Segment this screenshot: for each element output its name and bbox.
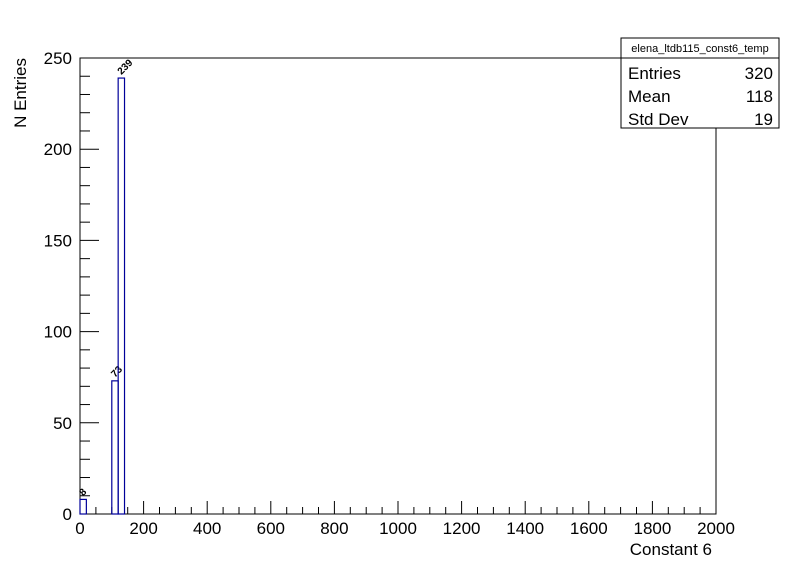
- stats-title: elena_ltdb115_const6_temp: [631, 43, 768, 55]
- x-tick-label: 800: [320, 519, 348, 538]
- stats-value: 19: [754, 110, 773, 129]
- y-tick-label: 150: [44, 231, 72, 250]
- x-tick-label: 1200: [443, 519, 481, 538]
- x-tick-label: 200: [129, 519, 157, 538]
- x-tick-label: 1600: [570, 519, 608, 538]
- y-tick-label: 0: [63, 505, 72, 524]
- x-tick-label: 400: [193, 519, 221, 538]
- x-tick-label: 600: [257, 519, 285, 538]
- stats-label: Mean: [628, 87, 671, 106]
- x-tick-label: 1800: [633, 519, 671, 538]
- x-tick-label: 1400: [506, 519, 544, 538]
- stats-box: elena_ltdb115_const6_temp Entries 320 Mean…: [620, 37, 780, 129]
- x-tick-label: 2000: [697, 519, 735, 538]
- stats-label: Std Dev: [628, 110, 689, 129]
- y-tick-label: 50: [53, 414, 72, 433]
- y-tick-label: 200: [44, 140, 72, 159]
- data-label: 73: [109, 364, 125, 380]
- y-axis-label: N Entries: [11, 58, 30, 128]
- bar: [111, 380, 119, 515]
- data-label: 239: [116, 57, 136, 77]
- y-tick-label: 250: [44, 49, 72, 68]
- bar: [117, 77, 126, 515]
- stats-value: 118: [746, 87, 773, 106]
- bar: [79, 498, 87, 515]
- y-tick-label: 100: [44, 323, 72, 342]
- data-label: 8: [78, 487, 90, 499]
- x-tick-label: 1000: [379, 519, 417, 538]
- stats-frame: [620, 37, 780, 129]
- x-tick-label: 0: [75, 519, 84, 538]
- stats-label: Entries: [628, 64, 681, 83]
- x-axis-label: Constant 6: [630, 540, 712, 559]
- stats-value: 320: [745, 64, 773, 83]
